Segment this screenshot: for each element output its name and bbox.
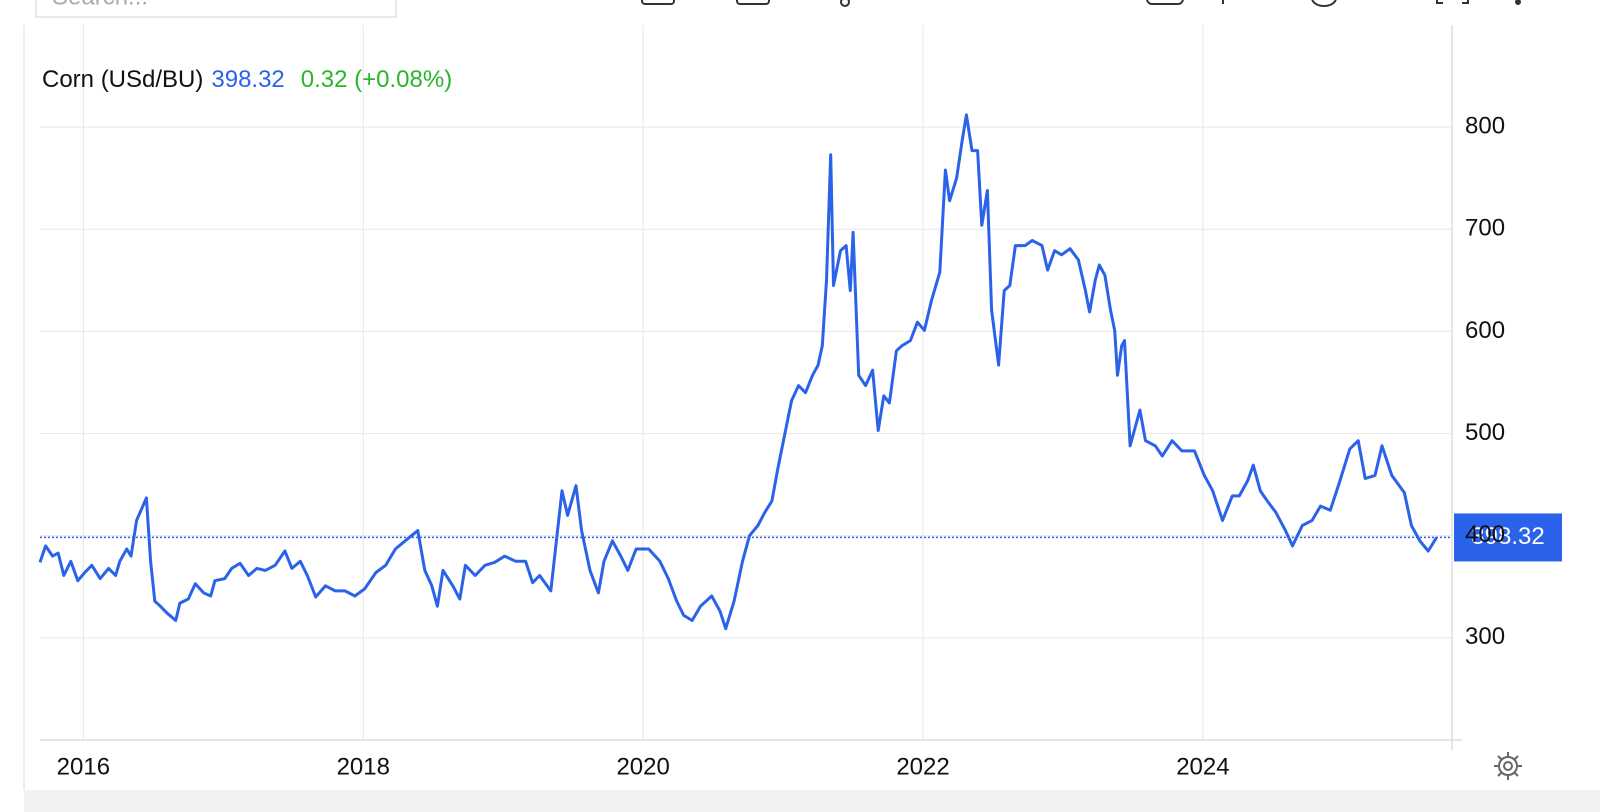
toolbar-button[interactable] [641,0,675,5]
panel-footer [24,790,1600,812]
toolbar-button[interactable] [1311,0,1337,7]
x-tick-label: 2018 [337,753,390,780]
y-tick-label: 700 [1465,215,1505,242]
toolbar-button[interactable] [736,0,770,5]
y-tick-label: 400 [1465,521,1505,548]
toolbar-button[interactable] [1436,0,1469,4]
y-tick-label: 500 [1465,419,1505,446]
last-value-label: 398.32 [1471,523,1544,550]
header: Corn (USd/BU) 398.32 0.32 (+0.08%) [42,66,452,93]
x-tick-label: 2020 [616,753,669,780]
toolbar-button[interactable] [1515,0,1521,5]
toolbar [641,0,1521,7]
last-value: 398.32 [211,66,284,93]
toolbar-button[interactable] [840,0,850,7]
y-tick-label: 600 [1465,317,1505,344]
grid [40,25,1462,750]
search-box[interactable] [35,0,397,18]
last-value-box [1454,513,1562,562]
x-tick-label: 2024 [1176,753,1229,780]
plot: 398.32 [38,113,1562,631]
x-tick-label: 2022 [896,753,949,780]
toolbar-button[interactable] [1146,0,1184,5]
price-line [38,113,1438,631]
change: 0.32 (+0.08%) [301,66,452,93]
series-name: Corn (USd/BU) [42,66,203,93]
x-tick-label: 2016 [57,753,110,780]
search-placeholder: Search... [52,0,148,10]
settings-icon[interactable] [1494,752,1522,780]
y-tick-label: 300 [1465,623,1505,650]
y-tick-label: 800 [1465,112,1505,139]
